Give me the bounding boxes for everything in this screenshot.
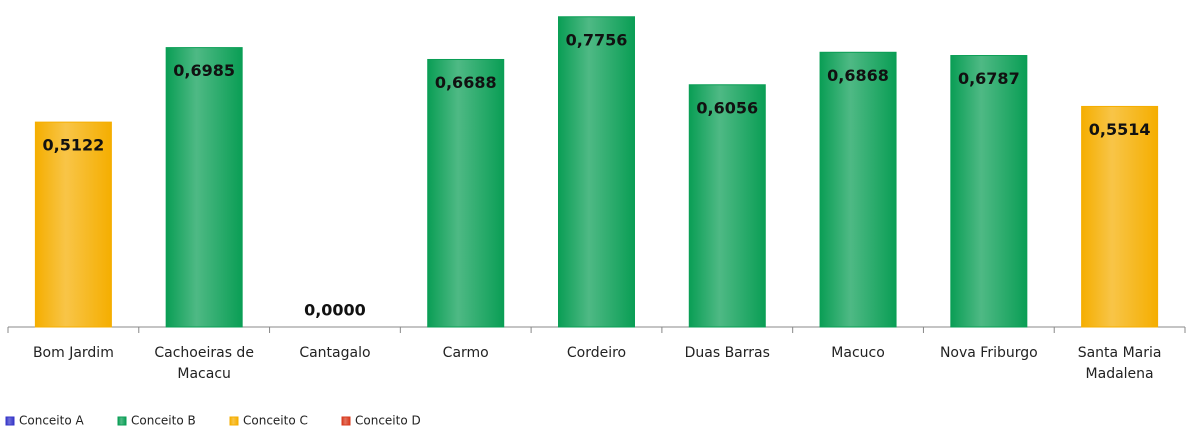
x-tick-label: Nova Friburgo [939, 345, 1038, 361]
bar [1081, 105, 1159, 328]
x-tick-label: Cordeiro [566, 345, 627, 361]
bar [558, 16, 635, 328]
legend-label: Conceito C [243, 414, 308, 428]
value-label: 0,0000 [304, 301, 366, 320]
bar [950, 55, 1028, 328]
x-tick-label: Cantagalo [299, 345, 371, 361]
bar [427, 58, 505, 328]
value-label: 0,6868 [827, 66, 889, 85]
legend-swatch [229, 416, 239, 426]
bar [34, 121, 112, 328]
x-tick-label: Cachoeiras de Macacu [154, 345, 254, 382]
legend-swatch [117, 416, 127, 426]
legend-swatch [5, 416, 15, 426]
value-label: 0,6056 [696, 98, 758, 117]
x-tick-label: Bom Jardim [32, 345, 114, 361]
value-label: 0,6985 [173, 61, 235, 80]
bar [819, 51, 897, 328]
value-label: 0,6688 [435, 73, 497, 92]
value-label: 0,6787 [958, 69, 1020, 88]
bar [165, 47, 243, 328]
x-tick-label: Duas Barras [684, 345, 770, 361]
x-tick-label: Santa Maria Madalena [1077, 345, 1162, 382]
x-tick-label: Carmo [442, 345, 489, 361]
legend-swatch [341, 416, 351, 426]
value-label: 0,5122 [43, 136, 105, 155]
legend-label: Conceito D [355, 414, 421, 428]
value-label: 0,7756 [566, 30, 628, 49]
value-label: 0,5514 [1089, 120, 1151, 139]
legend-label: Conceito B [131, 414, 196, 428]
legend-label: Conceito A [19, 414, 85, 428]
x-tick-label: Macuco [831, 345, 885, 361]
bar [688, 84, 766, 328]
